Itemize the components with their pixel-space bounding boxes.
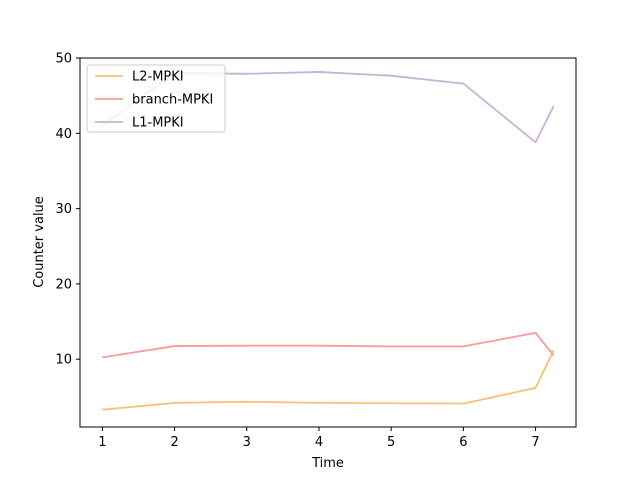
x-axis-label: Time bbox=[311, 456, 344, 471]
y-tick-label: 50 bbox=[55, 52, 72, 67]
x-tick-label: 6 bbox=[459, 435, 467, 450]
y-tick-label: 40 bbox=[55, 127, 72, 142]
x-tick-label: 4 bbox=[315, 435, 323, 450]
x-tick-label: 3 bbox=[243, 435, 251, 450]
y-axis-ticks: 10 20 30 40 50 bbox=[55, 52, 80, 368]
legend-box bbox=[86, 64, 226, 133]
series-line-branch-mpki bbox=[102, 331, 555, 359]
series-line-l2-mpki bbox=[102, 349, 555, 411]
x-tick-label: 7 bbox=[531, 435, 539, 450]
legend-label-l1-mpki: L1-MPKI bbox=[132, 116, 184, 131]
y-axis-label: Counter value bbox=[32, 196, 47, 288]
x-tick-label: 1 bbox=[98, 435, 106, 450]
y-tick-label: 30 bbox=[55, 202, 72, 217]
y-tick-label: 20 bbox=[55, 277, 72, 292]
axes-frame bbox=[79, 57, 577, 428]
x-tick-label: 5 bbox=[387, 435, 395, 450]
x-tick-label: 2 bbox=[170, 435, 178, 450]
legend-label-branch-mpki: branch-MPKI bbox=[132, 93, 213, 108]
x-axis-ticks: 1 2 3 4 5 6 7 bbox=[98, 427, 540, 450]
y-tick-label: 10 bbox=[55, 353, 72, 368]
legend: L2-MPKI branch-MPKI L1-MPKI bbox=[86, 64, 226, 133]
axes-border bbox=[79, 57, 577, 428]
legend-label-l2-mpki: L2-MPKI bbox=[132, 70, 184, 85]
